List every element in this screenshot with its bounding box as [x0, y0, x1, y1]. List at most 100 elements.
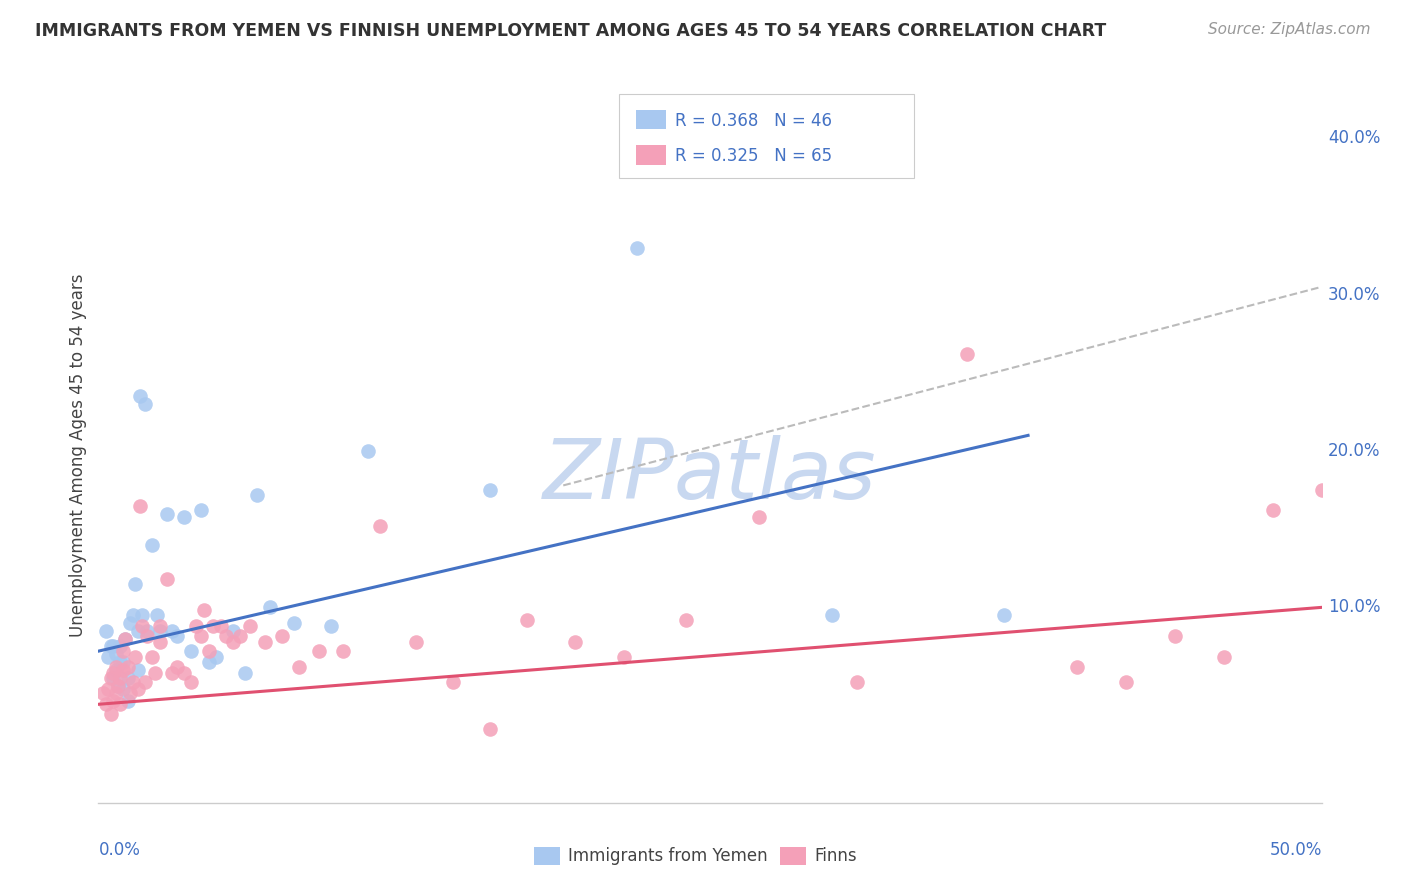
Point	[675, 613, 697, 627]
Point	[114, 632, 136, 646]
Point	[104, 663, 127, 677]
Text: 20.0%: 20.0%	[1327, 442, 1381, 460]
Point	[190, 503, 212, 517]
Point	[110, 671, 132, 685]
Point	[319, 619, 342, 633]
Text: ZIPatlas: ZIPatlas	[543, 435, 877, 516]
Point	[1310, 483, 1333, 497]
Text: Finns: Finns	[814, 847, 856, 865]
Point	[129, 499, 152, 513]
Point	[288, 660, 311, 674]
Point	[190, 628, 212, 642]
Point	[111, 655, 134, 669]
Point	[114, 632, 136, 646]
Point	[197, 655, 219, 669]
Point	[1261, 503, 1284, 517]
Point	[120, 615, 142, 630]
Point	[180, 644, 202, 658]
Point	[100, 671, 122, 685]
Point	[441, 675, 464, 690]
Point	[149, 619, 172, 633]
Point	[149, 634, 172, 648]
Point	[146, 608, 169, 623]
Point	[173, 666, 195, 681]
Point	[124, 577, 146, 591]
Point	[956, 347, 979, 361]
Point	[120, 686, 142, 700]
Point	[104, 686, 127, 700]
Point	[186, 619, 208, 633]
Point	[97, 650, 120, 665]
Point	[91, 686, 114, 700]
Point	[141, 538, 163, 552]
Point	[1164, 628, 1187, 642]
Point	[229, 628, 252, 642]
Point	[110, 640, 132, 654]
Point	[222, 624, 245, 638]
Point	[131, 608, 153, 623]
Point	[821, 608, 844, 623]
Point	[124, 650, 146, 665]
Point	[270, 628, 294, 642]
Point	[141, 650, 163, 665]
Point	[246, 488, 269, 502]
Point	[564, 634, 586, 648]
Text: Immigrants from Yemen: Immigrants from Yemen	[568, 847, 768, 865]
Point	[149, 624, 172, 638]
Point	[233, 666, 256, 681]
Text: 50.0%: 50.0%	[1270, 841, 1322, 859]
Point	[332, 644, 354, 658]
Point	[626, 241, 648, 255]
Point	[121, 608, 143, 623]
Point	[111, 681, 134, 696]
Point	[129, 389, 152, 403]
Point	[1115, 675, 1137, 690]
Point	[127, 681, 149, 696]
Point	[222, 634, 245, 648]
Point	[134, 675, 156, 690]
Point	[160, 666, 183, 681]
Point	[127, 624, 149, 638]
Point	[107, 679, 129, 693]
Text: 0.0%: 0.0%	[98, 841, 141, 859]
Point	[100, 706, 122, 721]
Point	[101, 671, 124, 685]
Point	[478, 483, 501, 497]
Point	[97, 681, 120, 696]
Point	[101, 640, 124, 654]
Point	[202, 619, 225, 633]
Point	[117, 671, 139, 685]
Point	[111, 663, 134, 677]
Text: 10.0%: 10.0%	[1327, 599, 1381, 616]
Point	[845, 675, 868, 690]
Point	[127, 663, 149, 677]
Point	[214, 628, 236, 642]
Point	[136, 624, 159, 638]
Point	[308, 644, 330, 658]
Point	[993, 608, 1015, 623]
Point	[94, 698, 117, 712]
Point	[134, 397, 156, 411]
Point	[100, 640, 122, 654]
Point	[405, 634, 427, 648]
Text: R = 0.368   N = 46: R = 0.368 N = 46	[675, 112, 832, 129]
Point	[173, 509, 195, 524]
Point	[110, 698, 132, 712]
Text: Source: ZipAtlas.com: Source: ZipAtlas.com	[1208, 22, 1371, 37]
Point	[515, 613, 537, 627]
Point	[117, 660, 139, 674]
Point	[193, 603, 215, 617]
Point	[478, 723, 501, 737]
Point	[156, 507, 179, 521]
Point	[1066, 660, 1088, 674]
Point	[110, 655, 132, 669]
Text: 40.0%: 40.0%	[1327, 129, 1381, 147]
Point	[368, 519, 391, 533]
Point	[160, 624, 183, 638]
Point	[111, 644, 134, 658]
Point	[356, 444, 378, 458]
Point	[121, 675, 143, 690]
Point	[259, 600, 281, 615]
Point	[107, 679, 129, 693]
Text: R = 0.325   N = 65: R = 0.325 N = 65	[675, 147, 832, 165]
